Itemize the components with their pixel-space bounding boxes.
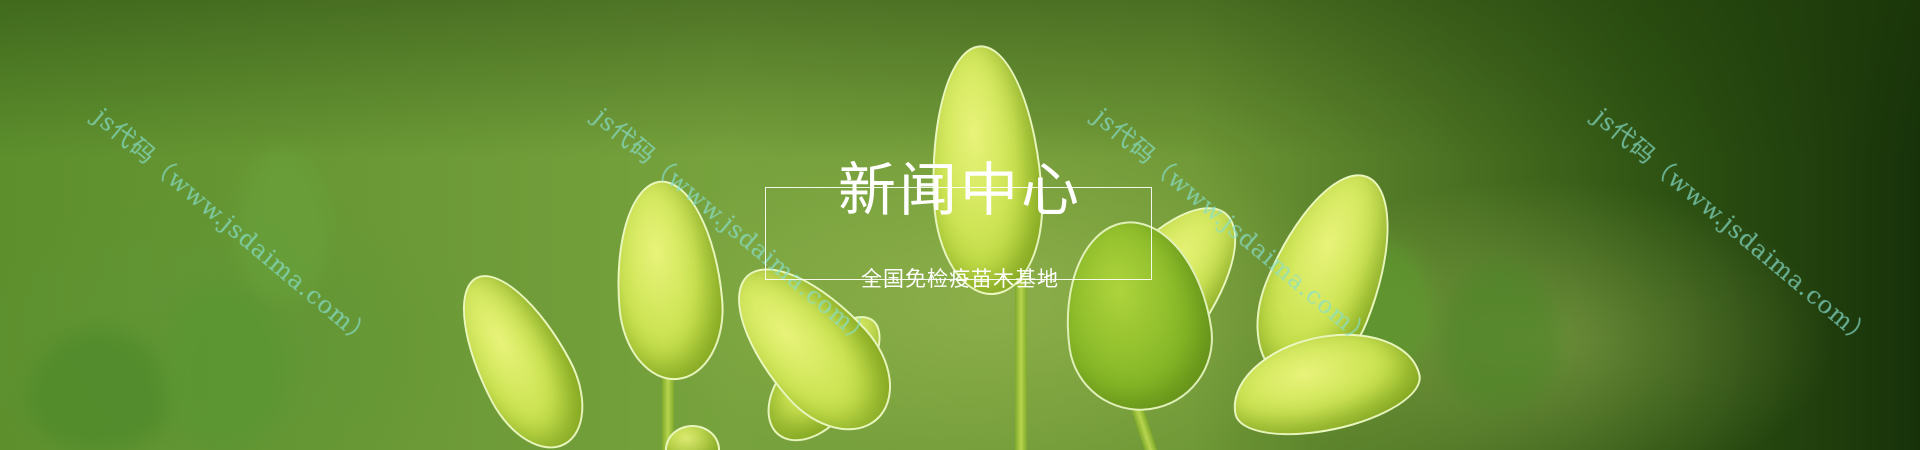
plant-leaf: [1222, 317, 1428, 450]
page-title-text: 新闻中心: [837, 156, 1082, 224]
background-leaf: [235, 150, 330, 300]
background-leaf: [1440, 260, 1560, 410]
page-subtitle: 全国免检疫苗木基地: [0, 264, 1920, 294]
plant-stem: [1015, 250, 1027, 450]
page-title: 新闻中心: [0, 158, 1920, 222]
background-leaf: [165, 285, 285, 450]
plant-stem: [662, 360, 674, 450]
page-subtitle-text: 全国免检疫苗木基地: [861, 267, 1059, 291]
title-frame: [765, 187, 1152, 280]
background-leaf: [30, 330, 170, 450]
